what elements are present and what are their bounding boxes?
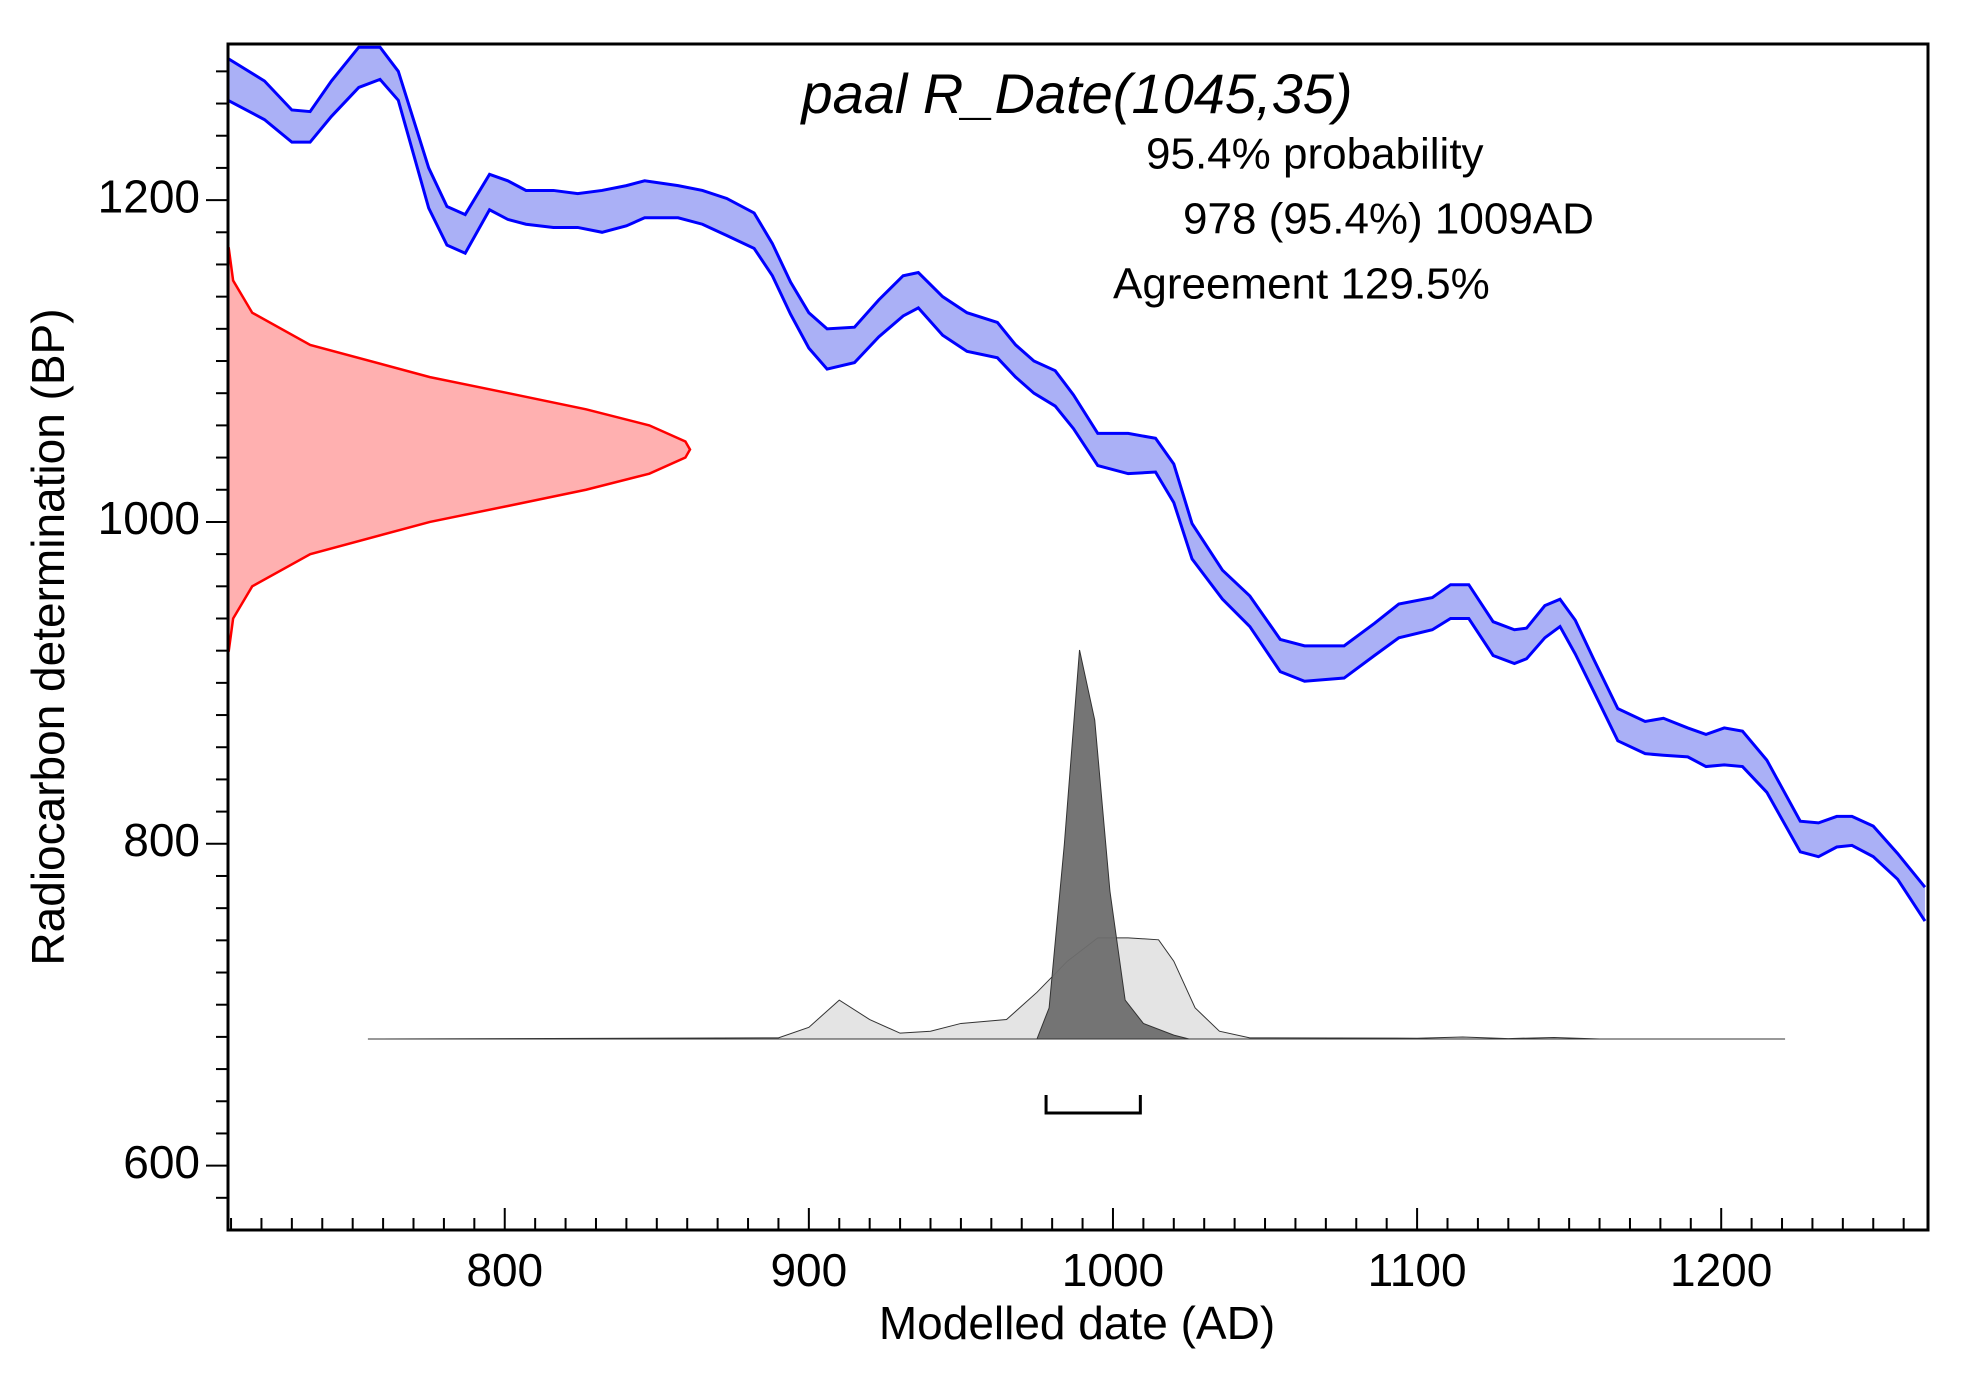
- y-tick-label: 1200: [98, 170, 200, 222]
- plot-frame: [226, 42, 1930, 1232]
- curve-upper: [227, 45, 1927, 889]
- measurement-area: [228, 248, 690, 651]
- chart-title: paal R_Date(1045,35): [799, 62, 1352, 125]
- x-tick-label: 1200: [1670, 1244, 1772, 1296]
- measurement-line: [227, 247, 692, 652]
- x-tick-label: 800: [466, 1244, 543, 1296]
- x-tick-label: 900: [770, 1244, 847, 1296]
- annotation: 978 (95.4%) 1009AD: [1183, 195, 1594, 244]
- x-tick-label: 1000: [1062, 1244, 1164, 1296]
- x-axis-label: Modelled date (AD): [879, 1297, 1275, 1349]
- y-tick-label: 600: [123, 1136, 200, 1188]
- y-tick-label: 1000: [98, 492, 200, 544]
- range-bracket: [1044, 1095, 1142, 1115]
- annotation: 95.4% probability: [1146, 130, 1484, 179]
- y-tick-label: 800: [123, 814, 200, 866]
- x-tick-label: 1100: [1368, 1244, 1467, 1296]
- annotation: Agreement 129.5%: [1113, 260, 1490, 309]
- curve-lower: [227, 77, 1927, 922]
- posterior-distribution: [1036, 649, 1190, 1040]
- y-axis-label: Radiocarbon determination (BP): [22, 308, 74, 965]
